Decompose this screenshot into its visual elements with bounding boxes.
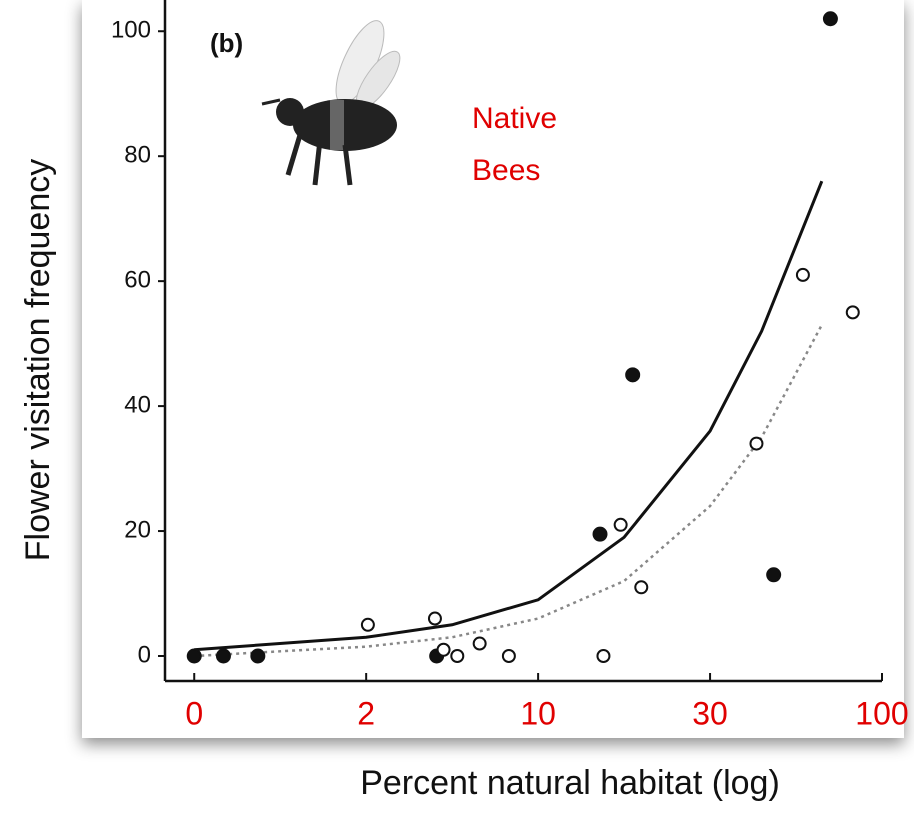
x-tick-label: 100: [855, 695, 908, 731]
data-point: [749, 436, 764, 451]
data-point: [795, 267, 810, 282]
y-tick-label: 100: [111, 17, 151, 44]
annotation: Native: [472, 102, 557, 135]
data-point: [596, 649, 611, 664]
x-tick-label: 30: [692, 695, 728, 731]
data-point: [822, 11, 838, 27]
x-tick-label: 2: [357, 695, 375, 731]
figure-panel: [82, 0, 904, 738]
fit-curve: [194, 180, 824, 652]
x-tick-label: 0: [185, 695, 203, 731]
data-point: [613, 517, 628, 532]
data-point: [766, 567, 782, 583]
data-point: [436, 642, 451, 657]
annotation: Bees: [472, 154, 540, 187]
data-point: [592, 526, 608, 542]
data-point: [186, 648, 202, 664]
panel-label: (b): [210, 28, 243, 58]
y-tick-label: 80: [124, 142, 151, 169]
x-axis-title: Percent natural habitat (log): [360, 764, 780, 802]
y-tick-label: 0: [138, 641, 151, 668]
data-point: [634, 580, 649, 595]
y-axis-title: Flower visitation frequency: [19, 159, 57, 562]
data-point: [427, 611, 442, 626]
data-point: [250, 648, 266, 664]
y-tick-label: 60: [124, 266, 151, 293]
y-tick-label: 40: [124, 391, 151, 418]
data-point: [472, 636, 487, 651]
bee-icon: [261, 20, 401, 186]
data-point: [360, 617, 375, 632]
x-tick-label: 10: [520, 695, 556, 731]
data-point: [501, 649, 516, 664]
data-point: [625, 367, 641, 383]
data-point: [215, 648, 231, 664]
fit-curve: [194, 324, 823, 658]
y-tick-label: 20: [124, 516, 151, 543]
data-point: [450, 649, 465, 664]
data-point: [845, 305, 860, 320]
